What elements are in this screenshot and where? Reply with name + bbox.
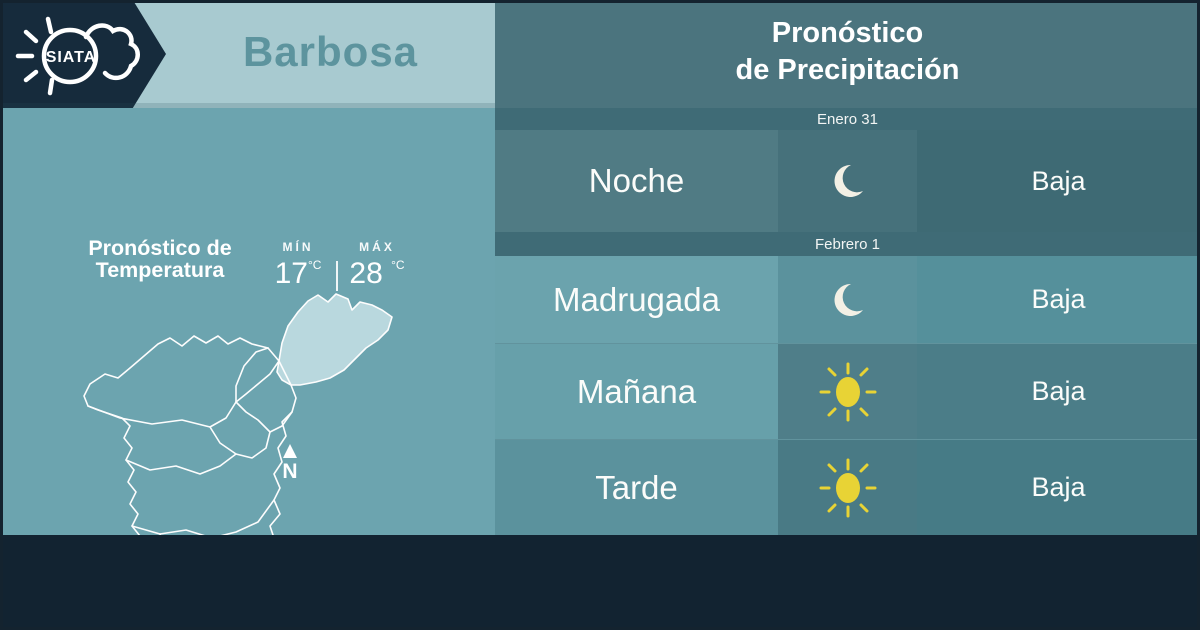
moon-icon [778,130,917,232]
siata-sun-cloud-icon: SIATA [15,16,140,96]
max-unit: °C [391,258,405,272]
min-unit: °C [307,258,322,272]
sun-icon [778,344,917,439]
precipitation-title: Pronóstico de Precipitación [495,0,1200,108]
forecast-row-noche: Noche Baja [495,130,1200,232]
left-panel: SIATA Barbosa Pronóstico de Temperatura … [0,0,495,630]
siata-logo-banner: SIATA [0,0,166,108]
temperature-min: MÍN 17°C [266,240,330,291]
max-label: MÁX [359,240,395,254]
period-label: Mañana [495,344,778,439]
period-label: Tarde [495,440,778,535]
sun-icon [778,440,917,535]
map-section: Pronóstico de Temperatura MÍN 17°C MÁX 2… [0,108,495,630]
municipality-title: Barbosa [242,28,419,75]
temperature-title: Pronóstico de Temperatura [88,236,232,282]
north-label: N [282,460,297,483]
map-region-barbosa [276,293,393,386]
temperature-divider [336,261,338,291]
min-value: 17 [274,257,308,290]
forecast-row-tarde: Tarde Baja [495,439,1200,535]
forecast-row-madrugada: Madrugada Baja [495,256,1200,343]
max-value: 28 [349,257,383,290]
date-strip: Enero 31 [495,108,1200,130]
precipitation-level: Baja [917,256,1200,343]
temperature-max: MÁX 28 °C [344,240,410,291]
north-arrow: N [282,444,298,483]
footer: f @siatamedellin www [0,535,1200,630]
moon-icon [778,256,917,343]
precipitation-panel: Pronóstico de Precipitación Enero 31 Noc… [495,0,1200,535]
precipitation-level: Baja [917,440,1200,535]
forecast-row-manana: Mañana Baja [495,343,1200,439]
min-label: MÍN [282,240,314,254]
municipality-band: SIATA Barbosa [0,0,495,108]
period-label: Noche [495,130,778,232]
date-strip: Febrero 1 [495,232,1200,256]
precipitation-level: Baja [917,130,1200,232]
precipitation-level: Baja [917,344,1200,439]
siata-logo-text: SIATA [46,49,97,66]
period-label: Madrugada [495,256,778,343]
